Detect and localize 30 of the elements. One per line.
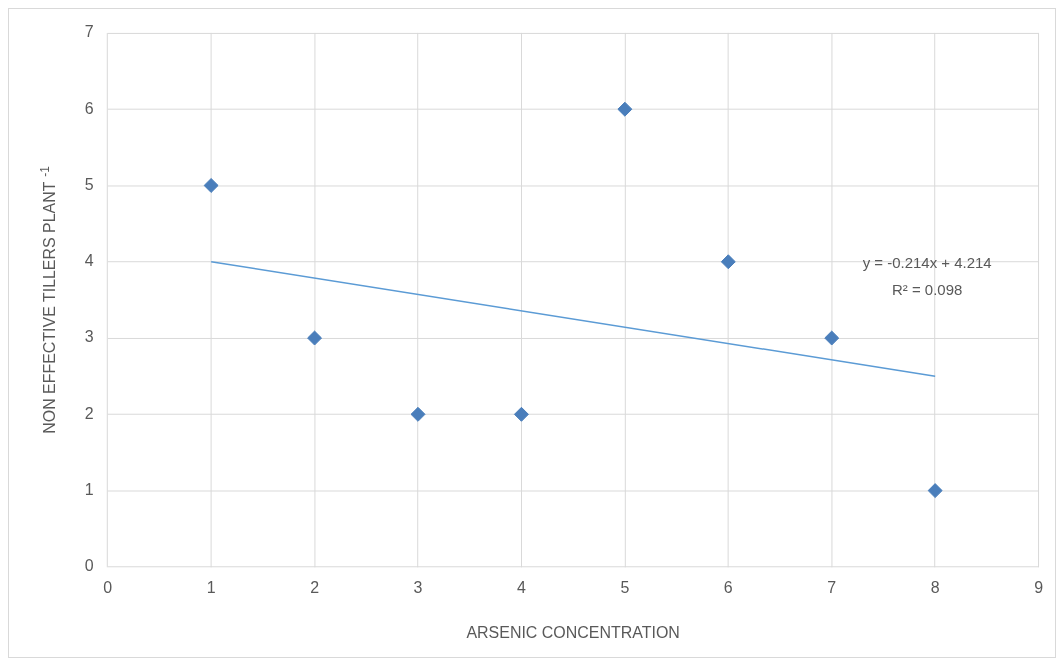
y-tick-label: 3 [84,328,94,346]
point [513,406,529,422]
y-tick-label: 6 [84,99,94,117]
x-tick-label: 2 [310,578,320,596]
x-tick-label: 1 [206,578,216,596]
annotation: y = -0.214x + 4.214 [862,253,992,271]
point [203,178,219,193]
x-tick-label: 3 [413,578,423,596]
y-tick-label: 1 [84,481,94,498]
x-axis-title: ARSENIC CONCENTRATION [466,623,680,641]
point [720,254,736,270]
x-tick-label: 7 [827,578,837,596]
y-axis-title: NON EFFECTIVE TILLERS PLANT -1 [37,165,59,434]
point [307,330,323,346]
x-tick-label: 0 [103,578,113,596]
x-tick-label: 9 [1034,578,1044,596]
y-tick-label: 7 [84,23,94,41]
point [617,101,633,117]
x-tick-label: 5 [620,578,630,596]
y-tick-label: 4 [84,252,94,270]
y-tick-label: 0 [84,557,94,575]
point [824,330,840,346]
y-tick-label: 5 [84,175,94,193]
annotation: R² = 0.098 [892,280,963,298]
point [927,483,943,499]
x-tick-label: 6 [723,578,733,596]
x-tick-label: 4 [516,578,526,596]
y-tick-label: 2 [84,404,94,422]
x-tick-label: 8 [930,578,940,596]
point [410,406,426,422]
